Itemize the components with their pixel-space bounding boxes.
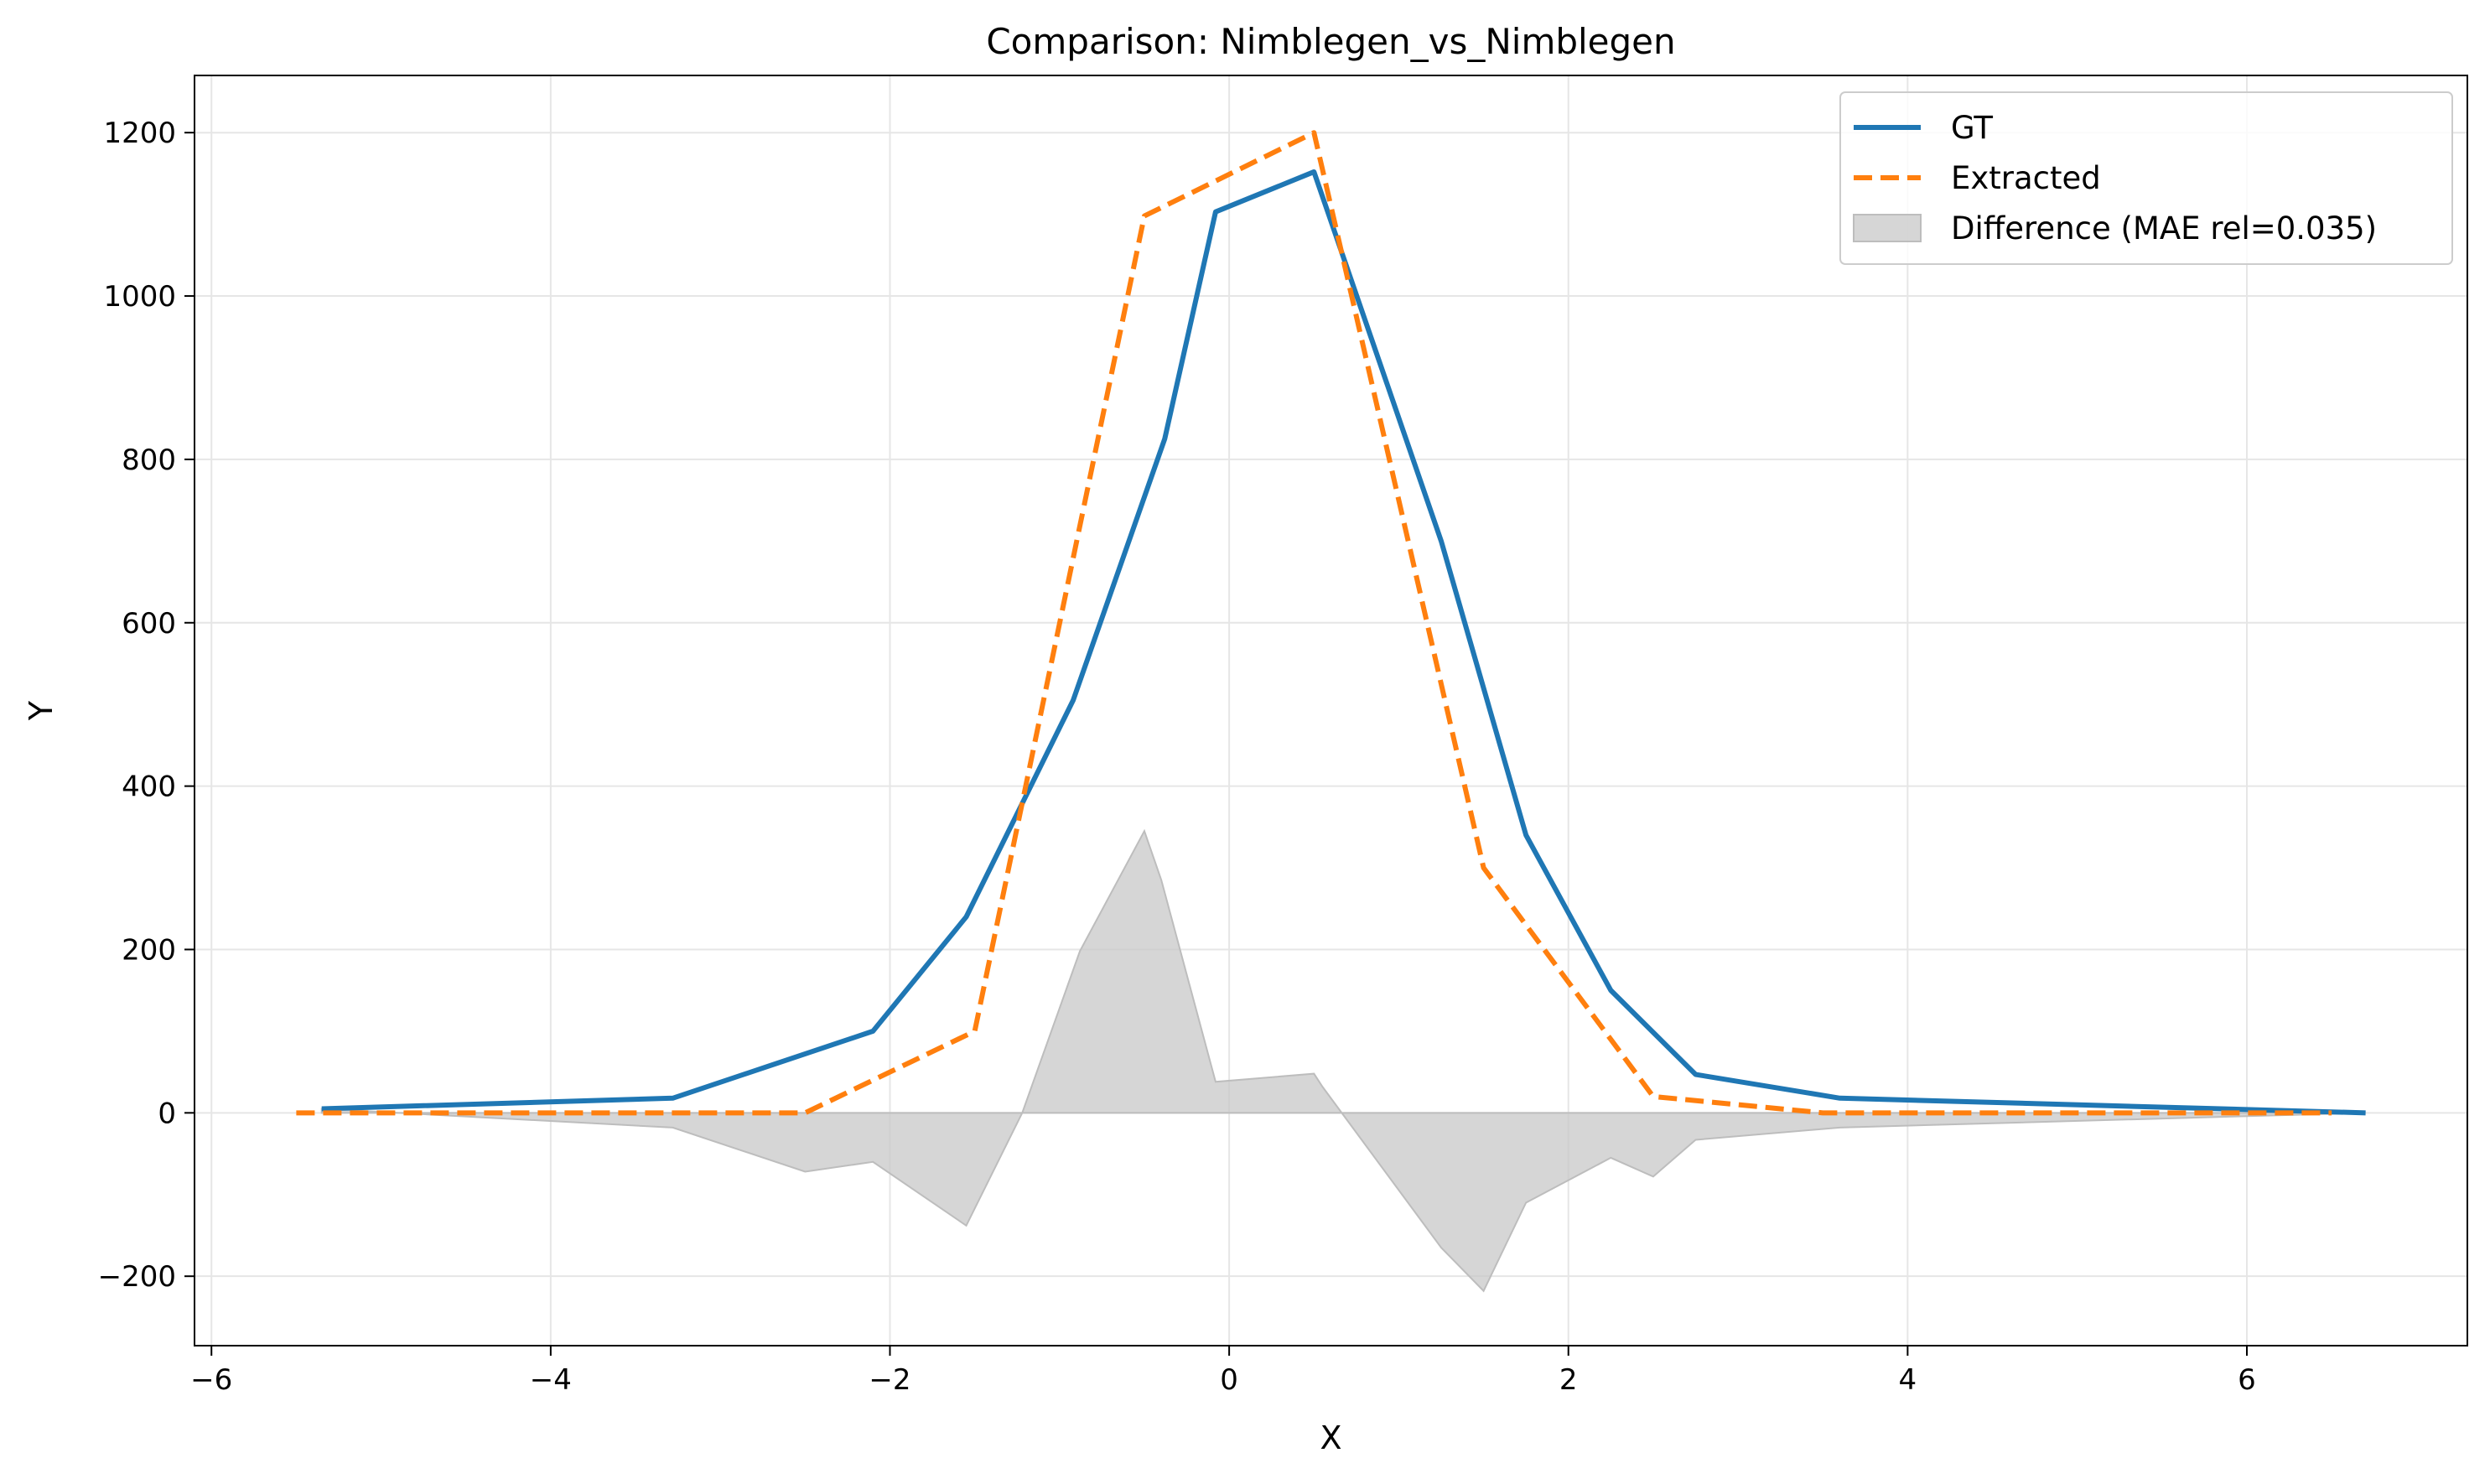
chart-title: Comparison: Nimblegen_vs_Nimblegen	[986, 21, 1675, 62]
x-tick-label: 4	[1899, 1363, 1917, 1397]
gt-line	[321, 169, 2366, 1116]
y-tick-label: 800	[122, 444, 176, 477]
legend: GT Extracted Difference (MAE rel=0.035)	[1839, 91, 2453, 265]
x-axis-label: X	[1320, 1419, 1341, 1456]
axis-ticks: −6 −4 −2 0 2 4 6 −200 0 200 400 600 800 1000 1200	[98, 117, 2256, 1397]
x-tick-label: −4	[530, 1363, 572, 1397]
x-tick-label: 0	[1220, 1363, 1238, 1397]
legend-difference-swatch	[1853, 214, 1922, 242]
extracted-line	[296, 130, 2332, 1116]
y-tick-label: −200	[98, 1260, 176, 1294]
plot-frame	[194, 75, 2468, 1346]
legend-box	[1839, 91, 2453, 265]
x-tick-label: −2	[869, 1363, 910, 1397]
y-tick-label: 0	[158, 1097, 176, 1130]
difference-area-layer	[320, 828, 2366, 1293]
series-lines	[296, 130, 2366, 1116]
legend-difference-label: Difference (MAE rel=0.035)	[1951, 210, 2377, 246]
difference-area	[320, 828, 2366, 1293]
y-tick-label: 400	[122, 771, 176, 804]
x-tick-label: 2	[1559, 1363, 1578, 1397]
y-tick-label: 200	[122, 933, 176, 967]
x-tick-label: −6	[190, 1363, 232, 1397]
y-tick-label: 600	[122, 607, 176, 641]
legend-extracted-label: Extracted	[1951, 160, 2101, 196]
y-tick-label: 1200	[103, 117, 176, 150]
x-tick-label: 6	[2238, 1363, 2256, 1397]
y-tick-label: 1000	[103, 280, 176, 314]
y-axis-label: Y	[23, 700, 60, 721]
legend-gt-label: GT	[1951, 110, 1993, 146]
